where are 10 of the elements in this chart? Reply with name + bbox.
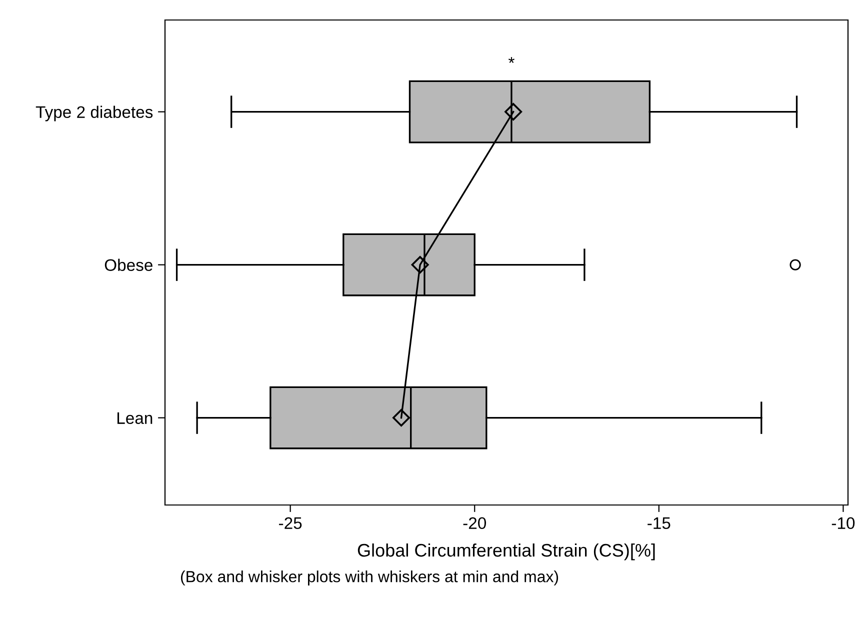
text: (Box and whisker plots with whiskers at min and max) <box>180 570 558 586</box>
annotation: * <box>508 57 514 63</box>
x-axis-title: Global Circumferential Strain (CS)[%] <box>358 543 655 560</box>
x-tick-label: -25 <box>279 517 302 530</box>
x-tick-label: -15 <box>648 517 670 530</box>
y-tick-label: Lean <box>117 412 152 424</box>
y-tick-label: Type 2 diabetes <box>36 106 153 122</box>
x-tick-label: -20 <box>463 517 486 530</box>
x-tick-label: -10 <box>832 517 855 530</box>
y-tick-label: Obese <box>104 258 152 271</box>
